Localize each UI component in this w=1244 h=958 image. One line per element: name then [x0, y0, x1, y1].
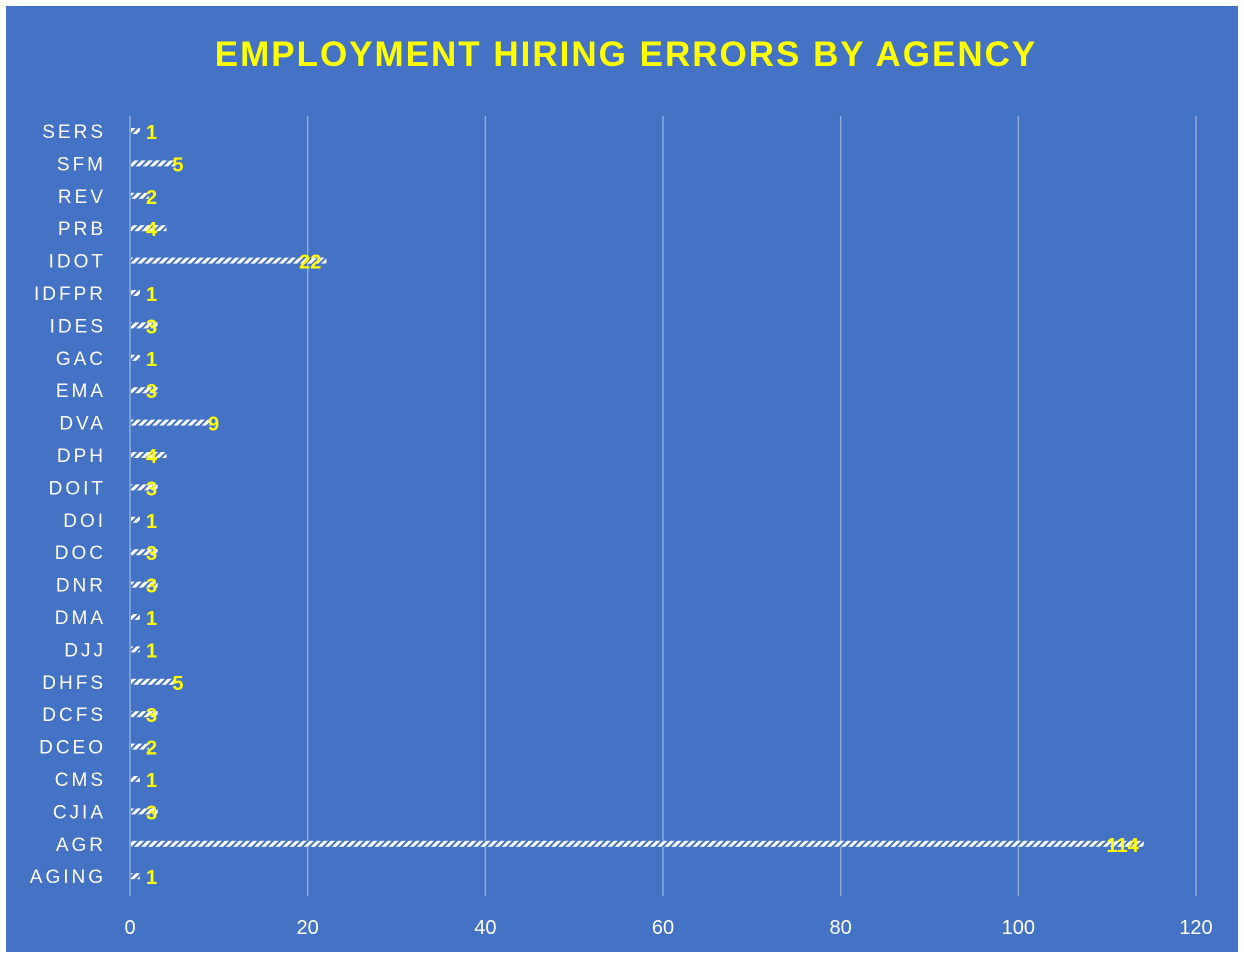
bar-idot — [131, 257, 327, 264]
category-label: GAC — [56, 349, 106, 370]
bar-gac — [131, 354, 140, 361]
data-label: 1 — [146, 608, 157, 630]
data-label: 3 — [146, 802, 157, 824]
data-label: 3 — [146, 543, 157, 565]
bar-ema — [131, 387, 158, 394]
data-label: 3 — [146, 381, 157, 403]
category-label: DMA — [55, 608, 106, 629]
data-label: 1 — [146, 640, 157, 662]
category-label: DPH — [57, 446, 106, 467]
category-label: SERS — [42, 122, 106, 143]
x-tick-label: 80 — [830, 917, 852, 939]
bar-idfpr — [131, 290, 140, 296]
category-label: DHFS — [42, 673, 106, 694]
x-tick-label: 120 — [1179, 917, 1212, 939]
data-label: 2 — [146, 738, 157, 760]
category-label: DNR — [56, 576, 106, 597]
category-label: CMS — [55, 770, 106, 791]
bar-sfm — [131, 160, 176, 167]
data-label: 1 — [146, 867, 157, 889]
bar-doi — [131, 516, 140, 523]
x-tick-label: 60 — [652, 917, 674, 939]
bars — [131, 128, 1144, 880]
data-label: 5 — [172, 154, 183, 176]
data-label: 22 — [299, 252, 321, 274]
bar-doc — [131, 549, 158, 556]
gridlines — [129, 116, 1197, 896]
data-label: 114 — [1106, 835, 1139, 857]
chart-title: EMPLOYMENT HIRING ERRORS BY AGENCY — [215, 35, 1038, 74]
bar-dhfs — [131, 678, 176, 685]
bar-cms — [131, 776, 140, 782]
category-label: DOC — [55, 543, 106, 564]
bar-ides — [131, 322, 158, 329]
bar-aging — [131, 873, 140, 880]
category-label: DOIT — [49, 478, 106, 499]
data-label: 4 — [146, 446, 158, 468]
data-label: 4 — [146, 219, 158, 241]
data-label: 5 — [172, 673, 183, 695]
x-tick-labels: 0 20 40 60 80 100 120 — [124, 917, 1212, 939]
x-tick-label: 0 — [124, 917, 135, 939]
data-label: 2 — [146, 187, 157, 209]
bar-prb — [131, 225, 167, 232]
data-label: 3 — [146, 705, 157, 727]
bar-chart: EMPLOYMENT HIRING ERRORS BY AGENCY SERSS… — [6, 6, 1238, 952]
category-labels: SERS SFM REV PRB IDOT IDFPR IDES GAC EMA DVA DPH DO… — [30, 122, 106, 888]
category-label: PRB — [58, 219, 106, 240]
bar-dph — [131, 452, 167, 458]
bar-cjia — [131, 808, 158, 815]
data-label: 1 — [146, 770, 157, 792]
bar-dcfs — [131, 711, 158, 718]
bar-dceo — [131, 743, 149, 750]
category-label: SFM — [57, 154, 106, 175]
category-label: DOI — [63, 511, 106, 532]
bar-dma — [131, 614, 140, 620]
data-label: 1 — [146, 122, 157, 144]
x-tick-label: 40 — [474, 917, 496, 939]
data-label: 1 — [146, 511, 157, 533]
category-label: REV — [58, 187, 106, 208]
x-tick-label: 20 — [297, 917, 319, 939]
category-label: IDES — [50, 316, 106, 337]
category-label: EMA — [56, 381, 106, 402]
bar-sers — [131, 128, 140, 134]
chart-background — [6, 6, 1238, 952]
data-label: 9 — [208, 414, 219, 436]
bar-doit — [131, 484, 158, 491]
category-label: DCFS — [42, 705, 106, 726]
bar-rev — [131, 192, 149, 199]
bar-dnr — [131, 581, 158, 588]
category-label: AGR — [56, 835, 106, 856]
category-label: DVA — [59, 414, 106, 435]
bar-agr — [131, 840, 1144, 847]
data-label: 3 — [146, 576, 157, 598]
bar-djj — [131, 646, 140, 653]
category-label: DJJ — [64, 640, 106, 661]
category-label: CJIA — [53, 802, 106, 823]
category-label: IDFPR — [34, 284, 106, 305]
chart-frame: EMPLOYMENT HIRING ERRORS BY AGENCY SERS S… — [6, 6, 1238, 952]
data-label: 1 — [146, 349, 157, 371]
data-label: 3 — [146, 316, 157, 338]
data-label: 1 — [146, 284, 157, 306]
x-tick-label: 100 — [1002, 917, 1035, 939]
bar-dva — [131, 419, 211, 426]
data-label: 3 — [146, 478, 157, 500]
category-label: IDOT — [49, 252, 106, 273]
category-label: AGING — [30, 867, 106, 888]
category-label: DCEO — [39, 738, 106, 759]
